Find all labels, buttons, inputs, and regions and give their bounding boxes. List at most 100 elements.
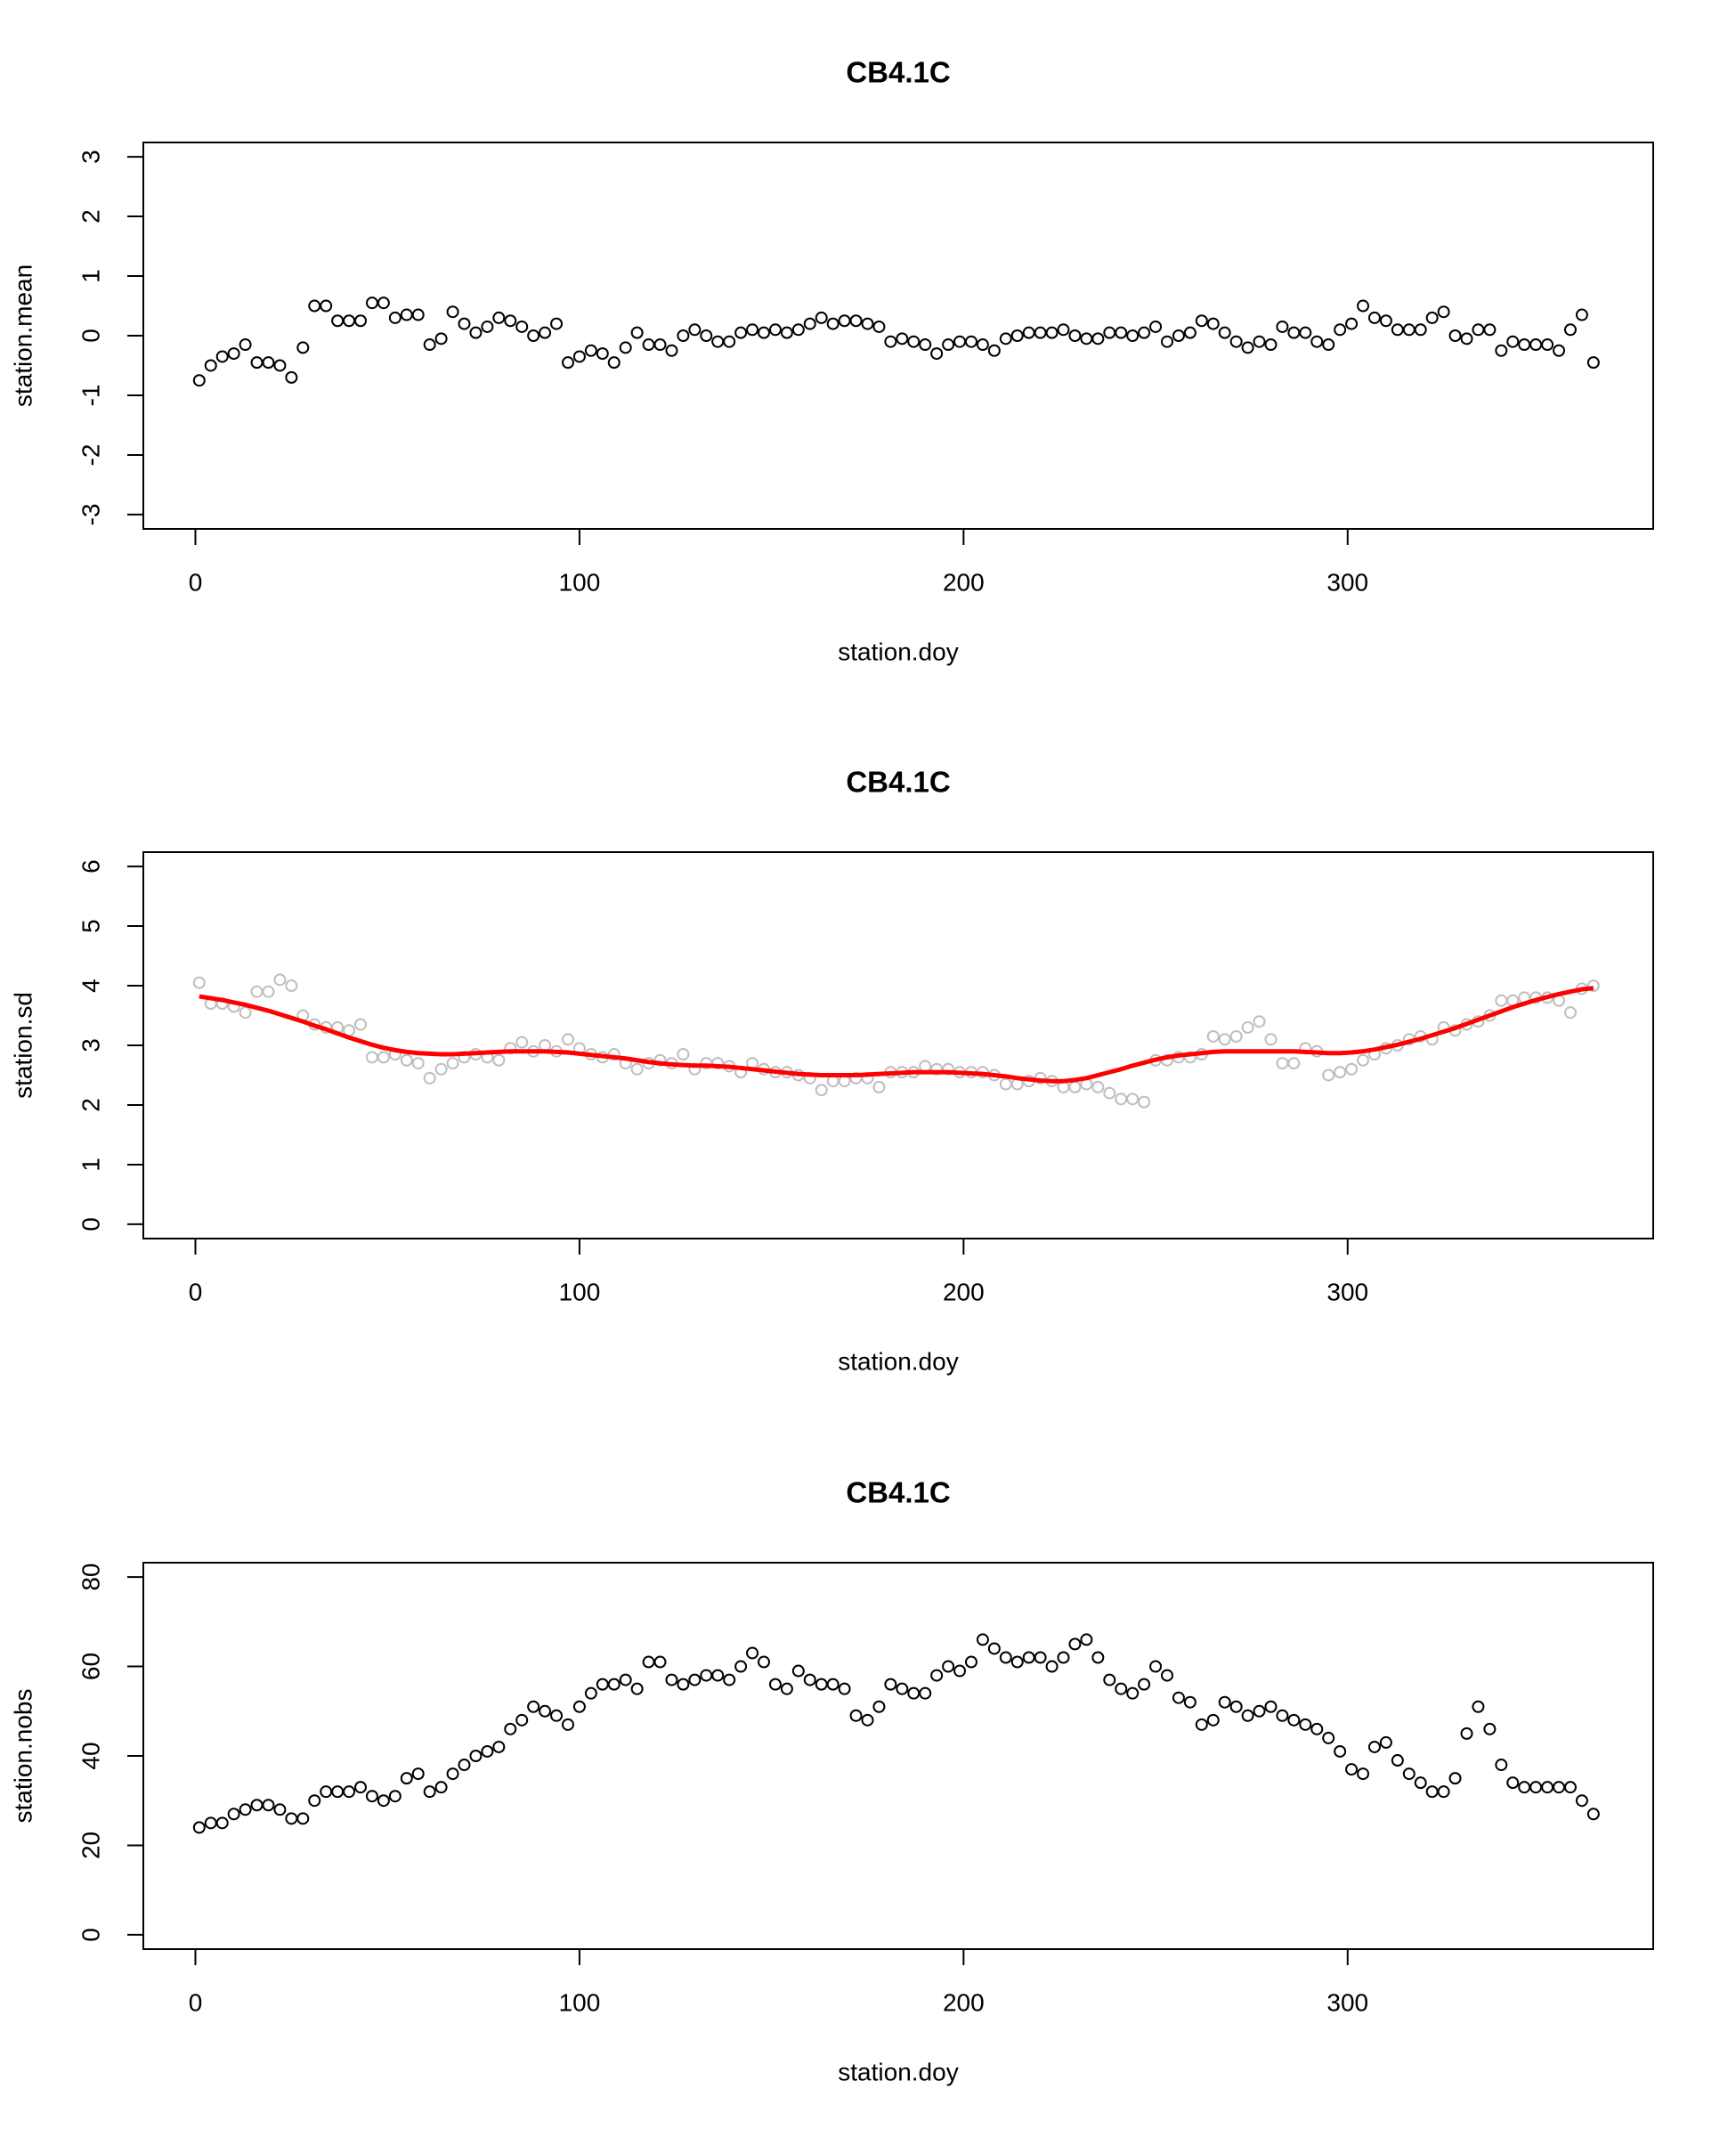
data-point bbox=[1218, 1033, 1231, 1046]
data-point bbox=[423, 1071, 436, 1085]
data-point bbox=[964, 335, 978, 348]
data-point bbox=[1379, 1735, 1392, 1749]
y-tick-label: -3 bbox=[77, 503, 104, 525]
y-tick-label: 2 bbox=[77, 1098, 104, 1112]
x-tick-label: 100 bbox=[559, 1988, 601, 2016]
data-point bbox=[872, 1700, 886, 1713]
data-point bbox=[861, 1713, 874, 1727]
y-tick-label: 1 bbox=[77, 1158, 104, 1172]
data-point bbox=[572, 350, 586, 363]
data-point bbox=[1367, 1740, 1381, 1753]
data-point bbox=[1367, 311, 1381, 324]
data-point bbox=[1276, 1057, 1289, 1070]
x-tick-label: 0 bbox=[189, 568, 203, 596]
y-tick-label: 3 bbox=[77, 1038, 104, 1052]
data-point bbox=[492, 1740, 506, 1753]
data-point bbox=[1575, 308, 1588, 321]
data-point bbox=[1322, 1731, 1335, 1744]
data-point bbox=[458, 1759, 471, 1772]
data-point bbox=[469, 326, 483, 339]
data-point bbox=[1045, 326, 1059, 339]
data-point bbox=[1299, 1718, 1312, 1731]
x-axis-label: station.doy bbox=[838, 2058, 958, 2085]
data-point bbox=[1437, 1785, 1450, 1799]
y-tick-label: 3 bbox=[77, 150, 104, 164]
data-point bbox=[550, 317, 564, 330]
data-point bbox=[630, 326, 644, 339]
data-point bbox=[1103, 1673, 1116, 1686]
data-point bbox=[919, 338, 932, 352]
data-point bbox=[215, 350, 229, 363]
data-point bbox=[492, 1053, 506, 1067]
data-point bbox=[1448, 1772, 1462, 1785]
data-point bbox=[1310, 1722, 1324, 1735]
data-point bbox=[343, 314, 356, 328]
data-point bbox=[1045, 1660, 1059, 1673]
data-point bbox=[1506, 1776, 1520, 1790]
data-point bbox=[1068, 1637, 1082, 1651]
y-tick-label: 0 bbox=[77, 1928, 104, 1942]
x-tick-label: 100 bbox=[559, 1278, 601, 1305]
data-point bbox=[411, 1767, 425, 1781]
y-axis-label: station.nobs bbox=[9, 1689, 37, 1824]
data-point bbox=[1402, 323, 1416, 337]
data-point bbox=[192, 374, 206, 387]
data-point bbox=[1495, 994, 1508, 1007]
data-point bbox=[250, 985, 264, 998]
data-point bbox=[561, 1718, 574, 1731]
data-point bbox=[1183, 326, 1197, 339]
data-point bbox=[377, 1051, 390, 1064]
data-point bbox=[815, 1084, 828, 1097]
data-point bbox=[1322, 338, 1335, 352]
data-point bbox=[1241, 1020, 1254, 1034]
data-point bbox=[227, 347, 240, 361]
data-point bbox=[1553, 344, 1566, 357]
data-point bbox=[723, 1673, 736, 1686]
data-point bbox=[1010, 329, 1024, 342]
data-point bbox=[1126, 1686, 1140, 1700]
data-point bbox=[285, 370, 298, 384]
data-point bbox=[411, 308, 425, 321]
data-point bbox=[1345, 1062, 1359, 1076]
data-point bbox=[1218, 1695, 1231, 1709]
data-point bbox=[1206, 317, 1220, 330]
data-point bbox=[1357, 299, 1370, 313]
data-point bbox=[607, 356, 621, 370]
data-point bbox=[365, 297, 378, 310]
data-point bbox=[677, 329, 690, 342]
y-tick-label: 2 bbox=[77, 209, 104, 223]
data-point bbox=[688, 1673, 702, 1686]
data-point bbox=[1483, 323, 1497, 337]
data-point bbox=[1379, 314, 1392, 328]
data-point bbox=[907, 1686, 921, 1700]
x-tick-label: 200 bbox=[943, 1988, 985, 2016]
data-point bbox=[1334, 323, 1347, 337]
data-point bbox=[1345, 1763, 1359, 1776]
data-point bbox=[1334, 1066, 1347, 1079]
data-point bbox=[1287, 1713, 1301, 1727]
data-point bbox=[964, 1655, 978, 1669]
data-point bbox=[1172, 329, 1185, 342]
data-point bbox=[711, 335, 725, 348]
data-point bbox=[711, 1057, 725, 1070]
data-point bbox=[377, 297, 390, 310]
data-point bbox=[584, 1686, 597, 1700]
data-point bbox=[884, 1678, 897, 1691]
data-point bbox=[942, 338, 955, 352]
data-point bbox=[1138, 1678, 1151, 1691]
data-point bbox=[262, 985, 275, 998]
data-point bbox=[434, 1062, 448, 1076]
data-point bbox=[1115, 326, 1128, 339]
data-point bbox=[365, 1790, 378, 1803]
data-point bbox=[1068, 329, 1082, 342]
data-point bbox=[815, 1678, 828, 1691]
data-point bbox=[1357, 1053, 1370, 1067]
data-point bbox=[411, 1057, 425, 1070]
data-point bbox=[1091, 332, 1105, 345]
x-tick-label: 300 bbox=[1326, 568, 1368, 596]
data-point bbox=[976, 338, 989, 352]
data-point bbox=[884, 335, 897, 348]
data-point bbox=[1495, 344, 1508, 357]
data-point bbox=[400, 1053, 413, 1067]
